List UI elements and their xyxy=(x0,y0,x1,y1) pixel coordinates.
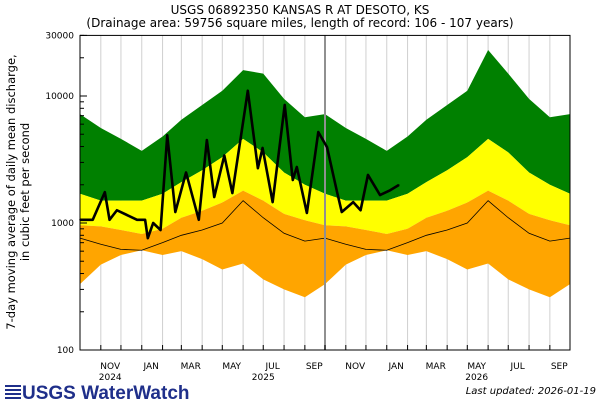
y-tick-label: 100 xyxy=(57,346,74,356)
current-data-point xyxy=(144,218,146,221)
current-data-point xyxy=(271,201,274,203)
current-data-point xyxy=(146,237,149,239)
band-mid xyxy=(80,138,570,234)
current-data-point xyxy=(291,179,294,181)
current-data-point xyxy=(261,147,264,149)
x-tick-label: JUL xyxy=(265,362,280,372)
chart-subtitle: (Drainage area: 59756 square miles, leng… xyxy=(86,16,513,30)
y-axis-label-line1: 7-day moving average of daily mean disch… xyxy=(4,54,18,329)
x-year-label: 2024 xyxy=(99,373,122,383)
current-data-point xyxy=(379,194,381,196)
x-tick-label: SEP xyxy=(551,362,568,372)
x-year-label: 2026 xyxy=(465,373,488,383)
current-data-point xyxy=(136,218,138,221)
current-data-point xyxy=(359,209,362,212)
x-tick-label: NOV xyxy=(345,362,366,372)
current-data-point xyxy=(166,134,169,137)
current-data-point xyxy=(317,131,320,133)
current-data-point xyxy=(116,209,118,212)
y-tick-label: 30000 xyxy=(45,31,74,41)
current-data-point xyxy=(159,229,162,231)
current-data-point xyxy=(398,184,400,186)
x-tick-label: MAR xyxy=(181,362,201,372)
current-data-point xyxy=(152,222,154,224)
current-data-point xyxy=(296,166,298,168)
x-tick-label: MAR xyxy=(426,362,446,372)
current-data-point xyxy=(104,191,106,193)
current-data-point xyxy=(340,211,343,213)
x-tick-label: NOV xyxy=(100,362,121,372)
x-tick-label: MAY xyxy=(467,362,486,372)
plot-area xyxy=(79,35,571,350)
x-year-label: 2025 xyxy=(252,373,275,383)
current-data-point xyxy=(174,211,177,213)
current-data-point xyxy=(247,89,249,92)
current-data-point xyxy=(213,196,216,198)
logo-text: USGS WaterWatch xyxy=(22,383,190,400)
current-data-point xyxy=(306,212,308,214)
axes: 100 1000 10000 30000 NOV JAN MAR MAY JUL SEP NOV JA… xyxy=(45,31,571,383)
current-data-point xyxy=(198,218,200,221)
current-data-point xyxy=(108,218,111,221)
current-data-point xyxy=(223,154,226,157)
last-updated: Last updated: 2026-01-19 xyxy=(466,386,596,397)
y-tick-label: 10000 xyxy=(45,92,74,102)
x-tick-label: MAY xyxy=(222,362,241,372)
usgs-logo: USGS WaterWatch xyxy=(5,383,190,400)
current-data-point xyxy=(367,174,369,176)
current-data-point xyxy=(91,218,94,221)
current-data-point xyxy=(352,201,354,203)
current-discharge-line xyxy=(80,89,400,240)
x-tick-label: JAN xyxy=(387,362,403,372)
current-data-point xyxy=(336,191,338,193)
y-axis-label-line2: in cubic feet per second xyxy=(18,123,32,261)
current-data-point xyxy=(185,171,187,174)
current-data-point xyxy=(231,192,234,194)
x-tick-label: SEP xyxy=(306,362,323,372)
current-data-point xyxy=(326,146,328,148)
chart-title: USGS 06892350 KANSAS R AT DESOTO, KS xyxy=(171,3,430,17)
x-tick-label: JUL xyxy=(510,362,525,372)
current-data-point xyxy=(206,139,208,141)
current-data-point xyxy=(283,104,286,106)
y-tick-label: 1000 xyxy=(51,219,74,229)
current-data-point xyxy=(257,167,259,170)
current-data-point xyxy=(389,189,391,192)
usgs-wave-icon xyxy=(5,385,21,399)
x-tick-label: JAN xyxy=(142,362,158,372)
